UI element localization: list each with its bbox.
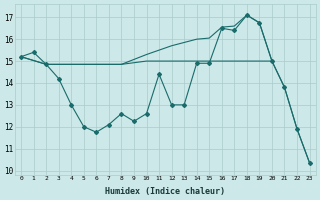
X-axis label: Humidex (Indice chaleur): Humidex (Indice chaleur) [105, 187, 225, 196]
